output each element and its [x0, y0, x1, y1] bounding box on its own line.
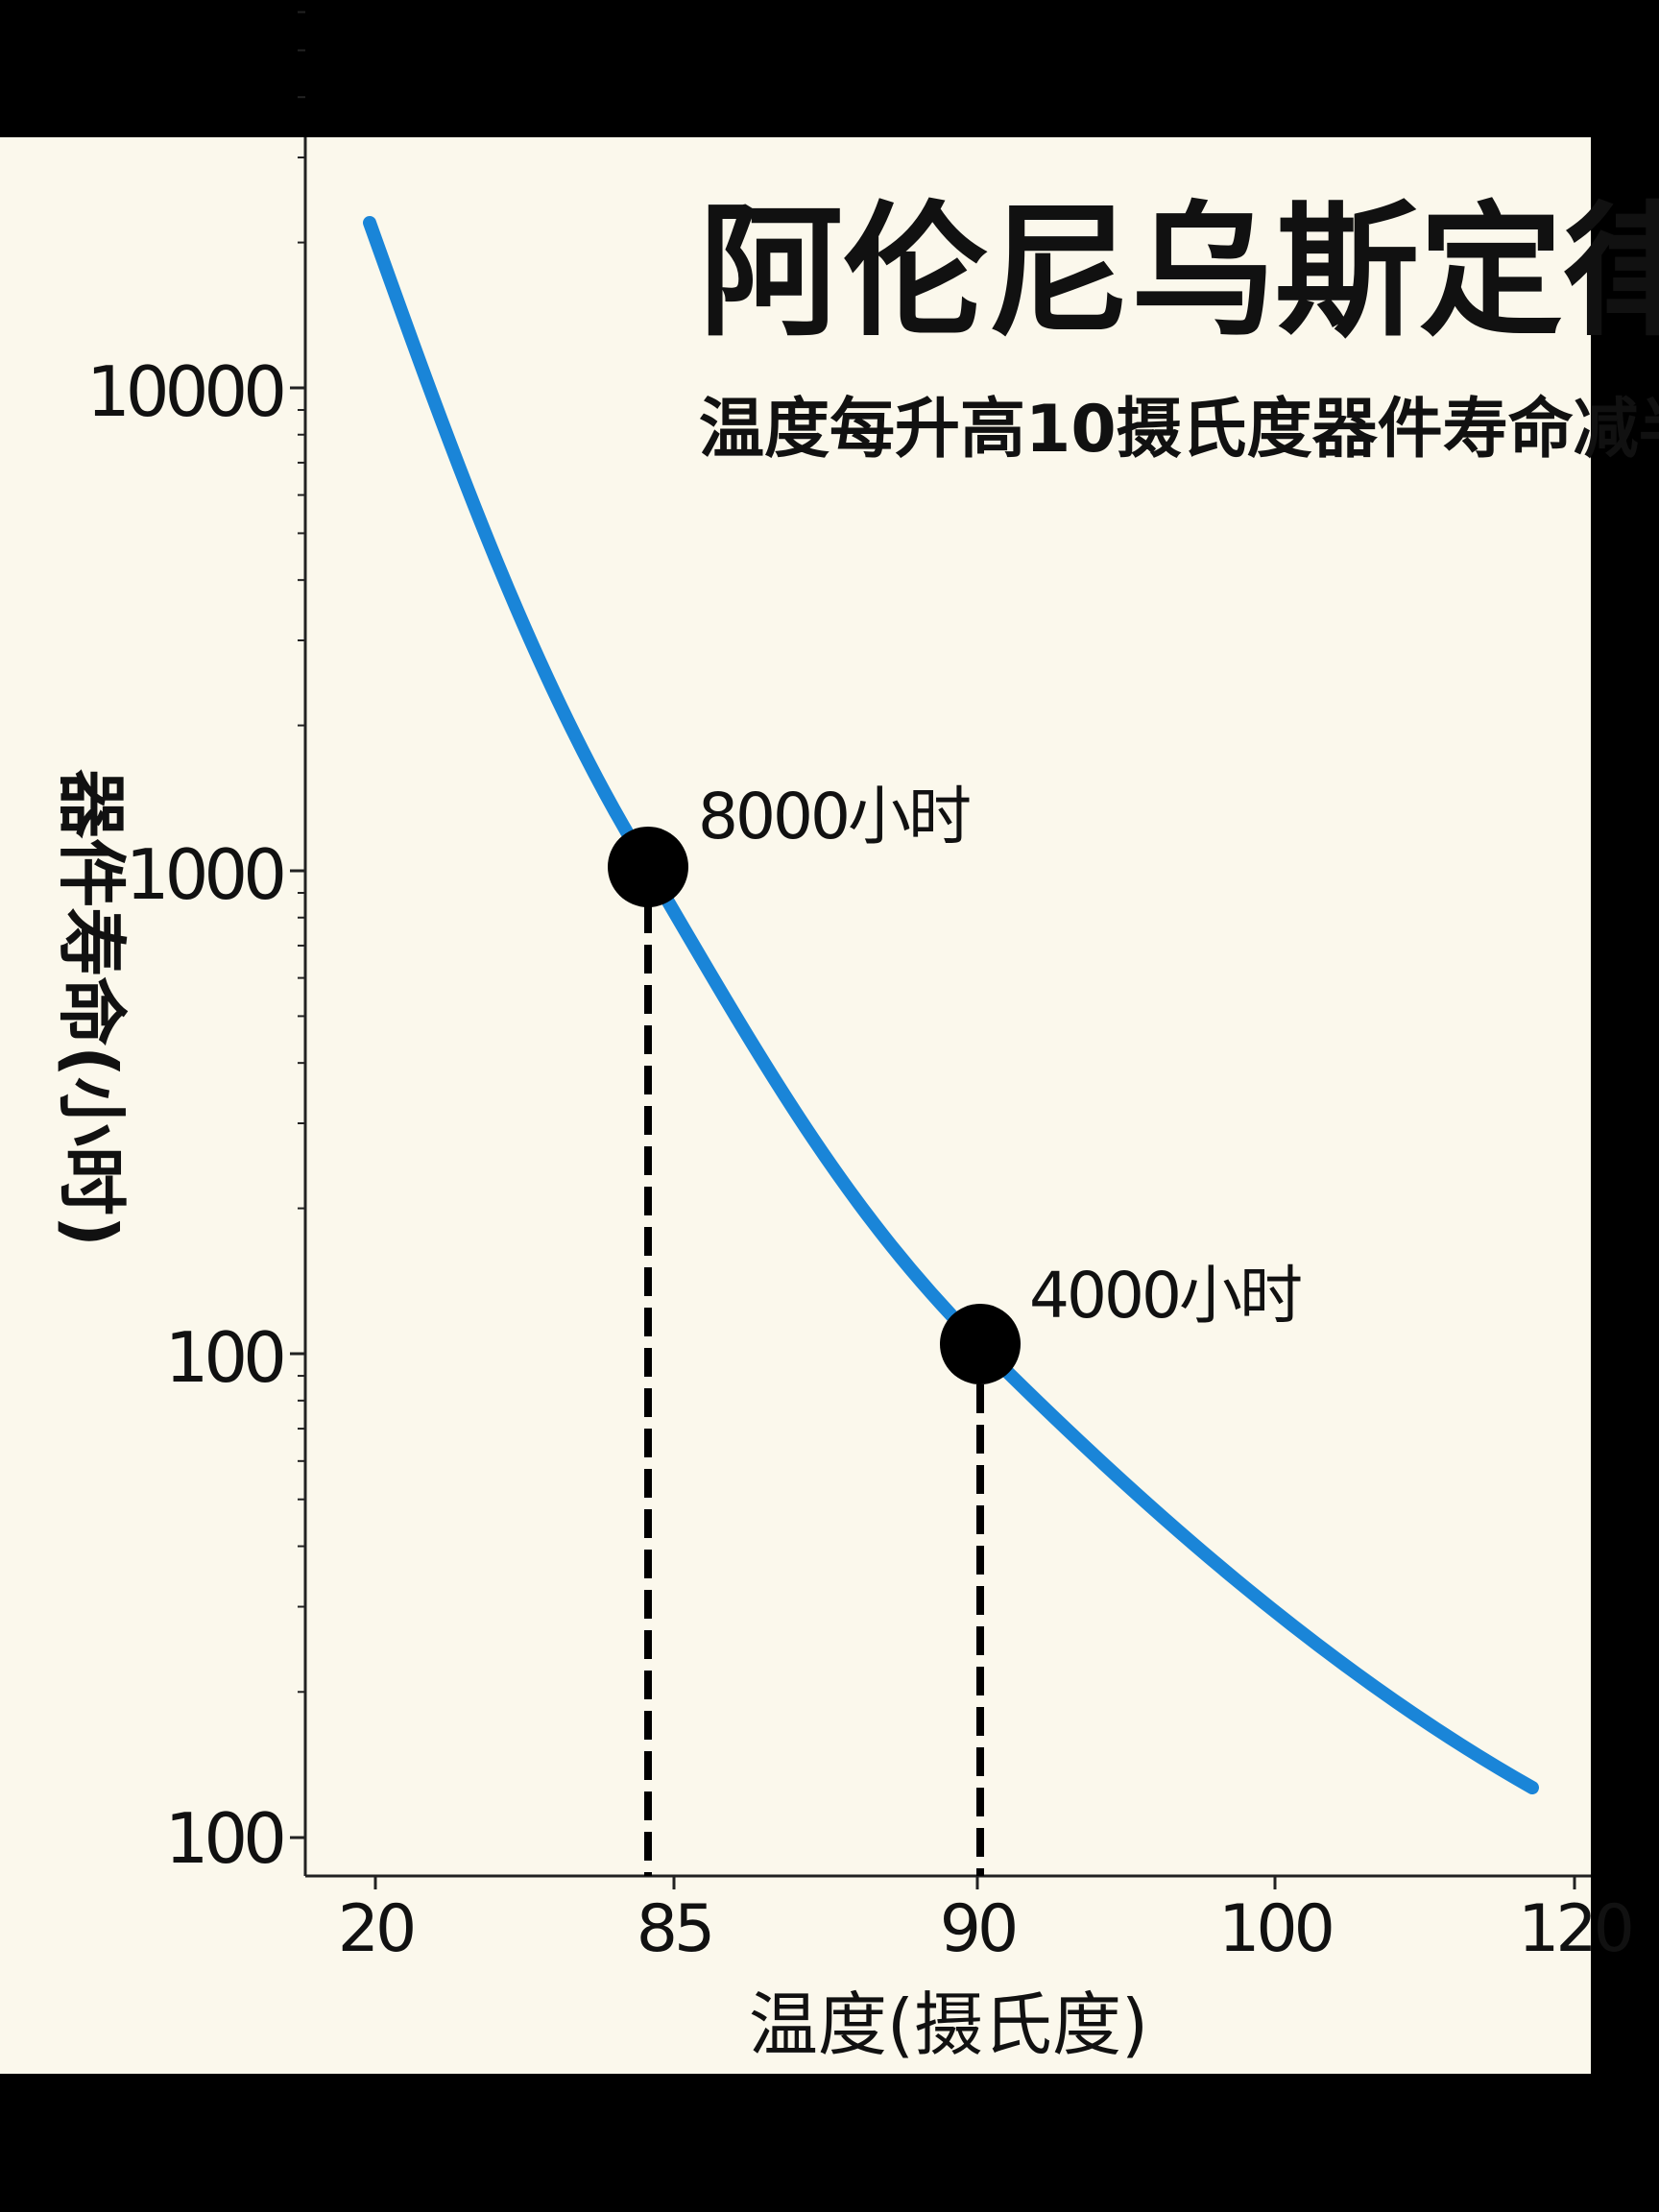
annotation-label-90: 4000小时	[1029, 1259, 1301, 1333]
series-line	[363, 216, 1539, 1794]
x-tick-label: 85	[637, 1891, 712, 1967]
y-tick-label: 1000	[126, 834, 283, 915]
data-point-85	[608, 827, 688, 907]
y-minor-ticks	[298, 11, 305, 1694]
y-tick-labels: 100 100 1000 10000	[86, 351, 288, 1879]
chart-subtitle: 温度每升高10摄氏度器件寿命减半	[699, 392, 1659, 468]
y-tick-label: 100	[165, 1798, 284, 1879]
x-ticks	[373, 1876, 1576, 1889]
x-tick-label: 20	[338, 1891, 414, 1967]
x-tick-label: 120	[1518, 1891, 1631, 1967]
data-point-90	[940, 1304, 1021, 1384]
y-major-ticks	[290, 386, 305, 1839]
x-axis-title: 温度(摄氏度)	[749, 1984, 1148, 2065]
y-tick-label: 10000	[86, 351, 283, 432]
x-tick-label: 100	[1218, 1891, 1332, 1967]
chart-title: 阿伦尼乌斯定律	[699, 189, 1659, 356]
y-axis-title: 器件寿命(小时)	[51, 769, 132, 1247]
x-tick-label: 90	[940, 1891, 1016, 1967]
x-tick-labels: 20 85 90 100 120	[338, 1891, 1635, 1967]
annotation-label-85: 8000小时	[698, 780, 970, 854]
y-tick-label: 100	[165, 1317, 284, 1398]
